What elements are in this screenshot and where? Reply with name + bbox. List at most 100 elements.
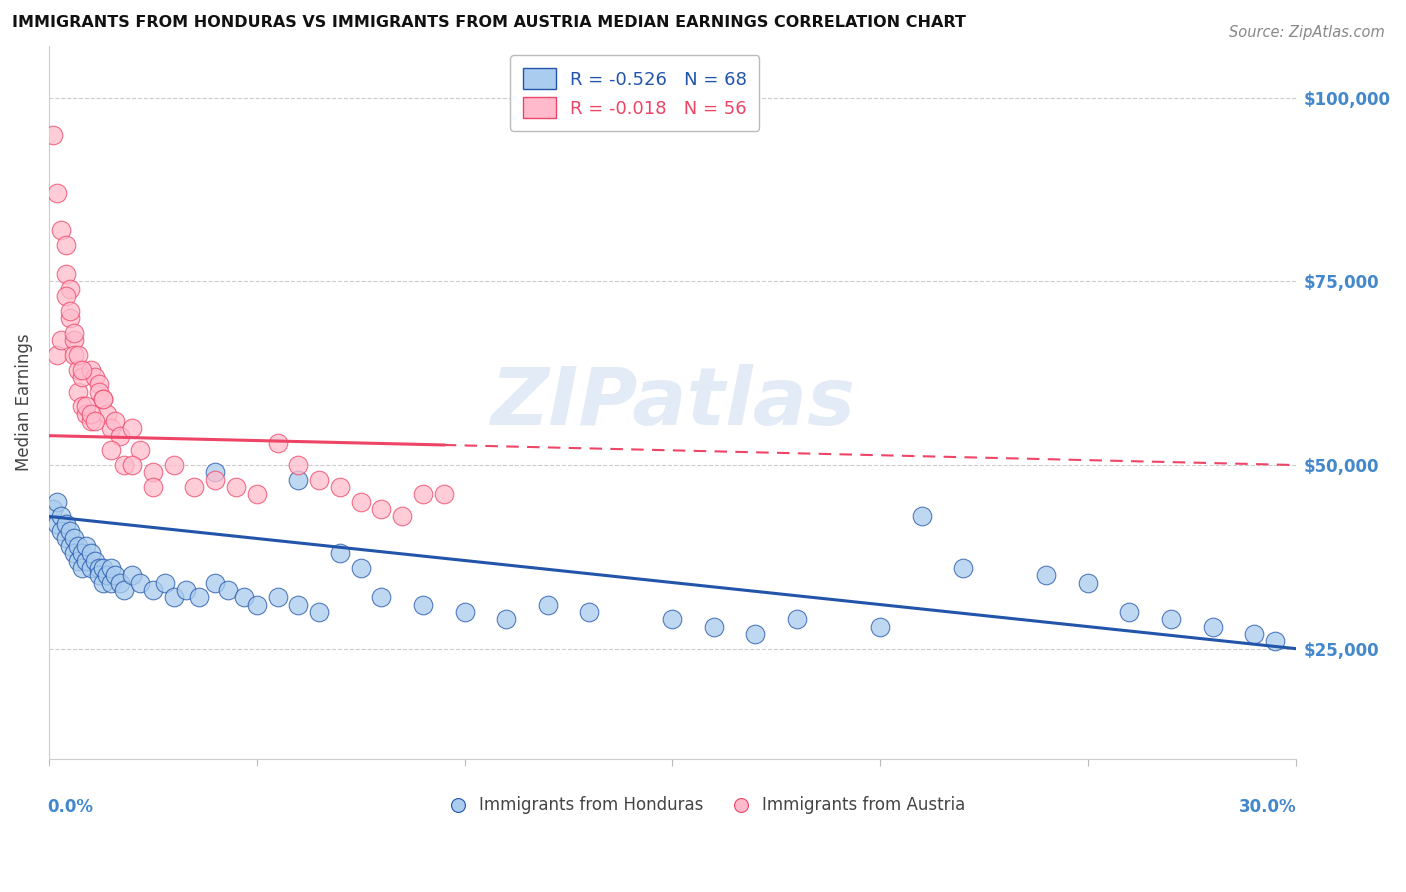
Point	[537, 598, 560, 612]
Point	[63, 532, 86, 546]
Point	[75, 553, 97, 567]
Point	[87, 568, 110, 582]
Point	[100, 421, 122, 435]
Point	[246, 487, 269, 501]
Point	[59, 524, 82, 538]
Point	[67, 348, 90, 362]
Point	[495, 612, 517, 626]
Text: Source: ZipAtlas.com: Source: ZipAtlas.com	[1229, 25, 1385, 40]
Point	[79, 362, 101, 376]
Point	[329, 546, 352, 560]
Point	[1160, 612, 1182, 626]
Point	[83, 370, 105, 384]
Legend: R = -0.526   N = 68, R = -0.018   N = 56: R = -0.526 N = 68, R = -0.018 N = 56	[510, 55, 759, 130]
Point	[63, 348, 86, 362]
Point	[911, 509, 934, 524]
Point	[412, 598, 434, 612]
Point	[70, 561, 93, 575]
Point	[266, 436, 288, 450]
Point	[91, 575, 114, 590]
Point	[163, 458, 186, 472]
Point	[1077, 575, 1099, 590]
Point	[100, 443, 122, 458]
Point	[129, 443, 152, 458]
Point	[51, 333, 73, 347]
Point	[1264, 634, 1286, 648]
Point	[87, 384, 110, 399]
Point	[121, 421, 143, 435]
Point	[142, 480, 165, 494]
Point	[174, 582, 197, 597]
Point	[1118, 605, 1140, 619]
Point	[55, 289, 77, 303]
Point	[63, 546, 86, 560]
Point	[51, 524, 73, 538]
Point	[70, 362, 93, 376]
Point	[67, 539, 90, 553]
Point	[51, 223, 73, 237]
Point	[187, 591, 209, 605]
Point	[67, 553, 90, 567]
Text: IMMIGRANTS FROM HONDURAS VS IMMIGRANTS FROM AUSTRIA MEDIAN EARNINGS CORRELATION : IMMIGRANTS FROM HONDURAS VS IMMIGRANTS F…	[11, 15, 966, 30]
Point	[433, 487, 456, 501]
Point	[163, 591, 186, 605]
Point	[75, 399, 97, 413]
Point	[100, 575, 122, 590]
Point	[70, 546, 93, 560]
Point	[46, 516, 69, 531]
Point	[59, 303, 82, 318]
Point	[204, 466, 226, 480]
Point	[412, 487, 434, 501]
Point	[91, 561, 114, 575]
Point	[55, 267, 77, 281]
Point	[63, 333, 86, 347]
Point	[79, 546, 101, 560]
Point	[79, 414, 101, 428]
Point	[183, 480, 205, 494]
Point	[155, 575, 177, 590]
Point	[55, 237, 77, 252]
Point	[786, 612, 808, 626]
Point	[63, 326, 86, 340]
Text: 30.0%: 30.0%	[1239, 798, 1296, 816]
Point	[744, 627, 766, 641]
Point	[91, 392, 114, 406]
Point	[246, 598, 269, 612]
Point	[121, 458, 143, 472]
Point	[87, 377, 110, 392]
Point	[952, 561, 974, 575]
Point	[370, 591, 392, 605]
Point	[121, 568, 143, 582]
Point	[104, 568, 127, 582]
Point	[233, 591, 256, 605]
Point	[83, 553, 105, 567]
Point	[96, 568, 118, 582]
Point	[70, 370, 93, 384]
Point	[1201, 619, 1223, 633]
Point	[67, 362, 90, 376]
Point	[129, 575, 152, 590]
Point	[108, 428, 131, 442]
Point	[1035, 568, 1057, 582]
Point	[142, 582, 165, 597]
Point	[46, 348, 69, 362]
Point	[59, 282, 82, 296]
Point	[79, 407, 101, 421]
Point	[287, 473, 309, 487]
Point	[225, 480, 247, 494]
Point	[391, 509, 413, 524]
Point	[112, 582, 135, 597]
Point	[204, 473, 226, 487]
Point	[578, 605, 600, 619]
Point	[75, 539, 97, 553]
Point	[59, 311, 82, 326]
Point	[104, 414, 127, 428]
Point	[287, 458, 309, 472]
Point	[79, 561, 101, 575]
Point	[350, 495, 373, 509]
Point	[370, 502, 392, 516]
Point	[51, 509, 73, 524]
Point	[42, 128, 65, 142]
Text: 0.0%: 0.0%	[48, 798, 94, 816]
Point	[266, 591, 288, 605]
